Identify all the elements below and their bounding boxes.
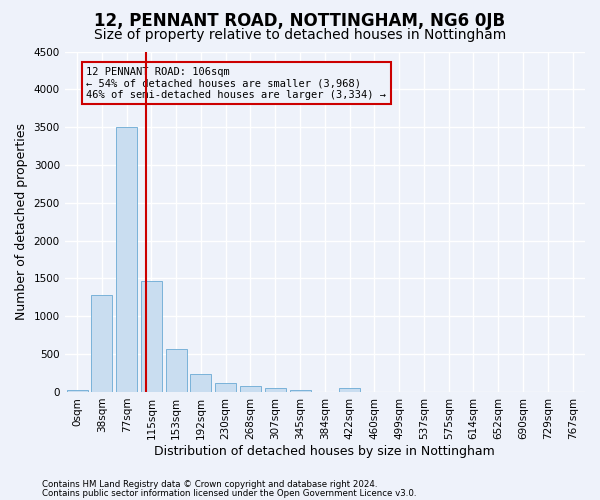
Bar bbox=[91, 295, 112, 392]
Text: 12, PENNANT ROAD, NOTTINGHAM, NG6 0JB: 12, PENNANT ROAD, NOTTINGHAM, NG6 0JB bbox=[94, 12, 506, 30]
Bar bbox=[190, 374, 211, 392]
Bar bbox=[215, 383, 236, 392]
Bar bbox=[166, 349, 187, 392]
Text: 12 PENNANT ROAD: 106sqm
← 54% of detached houses are smaller (3,968)
46% of semi: 12 PENNANT ROAD: 106sqm ← 54% of detache… bbox=[86, 66, 386, 100]
Text: Contains HM Land Registry data © Crown copyright and database right 2024.: Contains HM Land Registry data © Crown c… bbox=[42, 480, 377, 489]
Bar bbox=[240, 386, 261, 392]
Bar bbox=[67, 390, 88, 392]
Bar bbox=[116, 127, 137, 392]
Bar bbox=[339, 388, 360, 392]
Y-axis label: Number of detached properties: Number of detached properties bbox=[15, 123, 28, 320]
Text: Contains public sector information licensed under the Open Government Licence v3: Contains public sector information licen… bbox=[42, 489, 416, 498]
Text: Size of property relative to detached houses in Nottingham: Size of property relative to detached ho… bbox=[94, 28, 506, 42]
Bar bbox=[265, 388, 286, 392]
Bar bbox=[290, 390, 311, 392]
X-axis label: Distribution of detached houses by size in Nottingham: Distribution of detached houses by size … bbox=[154, 444, 495, 458]
Bar bbox=[141, 280, 162, 392]
